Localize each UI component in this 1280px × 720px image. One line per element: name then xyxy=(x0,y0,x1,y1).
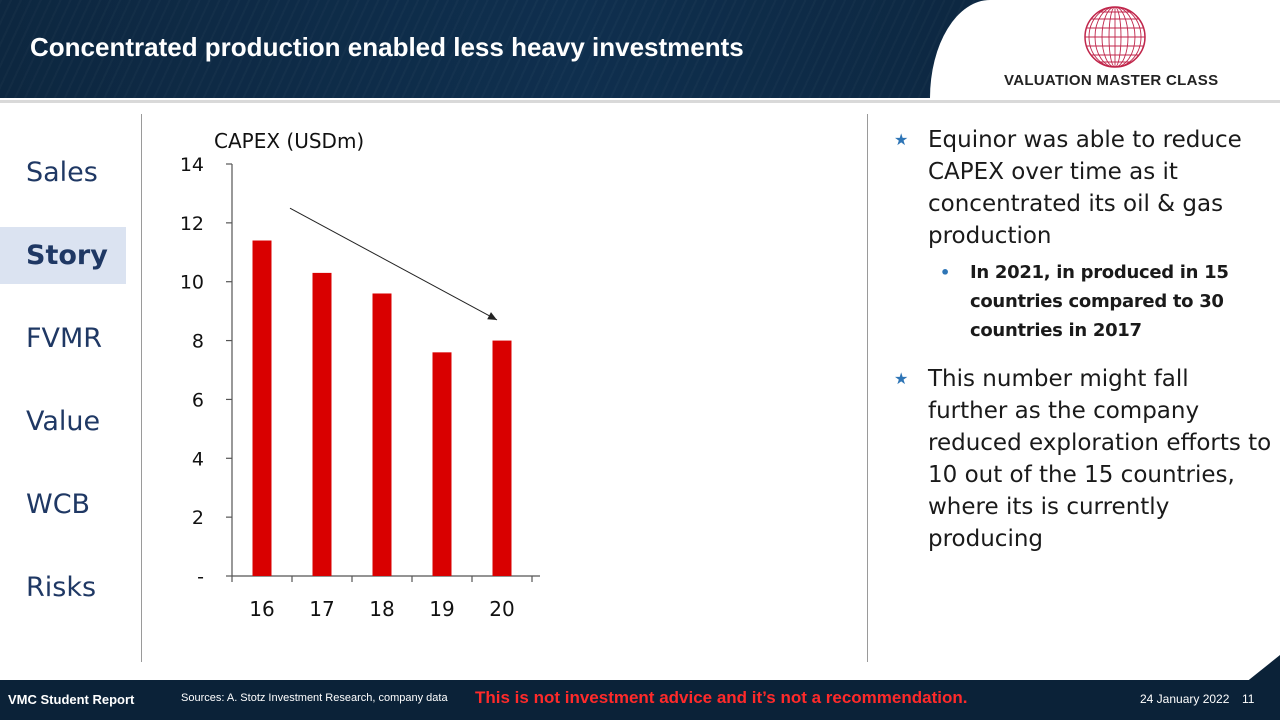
bullet-point-2-text: This number might fall further as the co… xyxy=(928,366,1272,552)
capex-bar-chart: CAPEX (USDm) - 2 4 6 8 10 12 14 16 17 18 19 20 xyxy=(180,129,540,621)
nav-item-fvmr[interactable]: FVMR xyxy=(26,323,103,354)
star-icon: ★ xyxy=(894,130,909,149)
y-tick-label: - xyxy=(197,566,204,588)
sub-bullet-1-text: In 2021, in produced in 15 countries com… xyxy=(970,262,1229,341)
y-tick-label: 10 xyxy=(180,272,204,294)
star-icon: ★ xyxy=(894,369,909,388)
globe-logo-icon xyxy=(1084,6,1146,68)
sub-bullet-1: • In 2021, in produced in 15 countries c… xyxy=(940,258,1275,345)
bar xyxy=(492,340,512,576)
dot-icon: • xyxy=(940,263,950,282)
header-divider xyxy=(0,100,1280,103)
chart-title: CAPEX (USDm) xyxy=(214,129,364,153)
x-tick-label: 19 xyxy=(429,597,454,621)
bar xyxy=(252,240,272,576)
content-divider xyxy=(867,114,868,662)
logo-text: VALUATION MASTER CLASS xyxy=(1004,72,1219,89)
report-label: VMC Student Report xyxy=(8,692,135,707)
footer-bar xyxy=(0,680,1280,720)
y-tick-label: 8 xyxy=(192,331,204,353)
x-tick-label: 20 xyxy=(489,597,514,621)
trend-arrow xyxy=(289,207,498,321)
nav-item-value[interactable]: Value xyxy=(26,406,101,437)
bar xyxy=(372,293,392,576)
x-tick-label: 17 xyxy=(309,597,334,621)
bar xyxy=(432,352,452,576)
sources-note: Sources: A. Stotz Investment Research, c… xyxy=(181,692,448,704)
report-date: 24 January 2022 xyxy=(1140,692,1230,706)
bullet-point-1: ★ Equinor was able to reduce CAPEX over … xyxy=(890,124,1275,252)
commentary: ★ Equinor was able to reduce CAPEX over … xyxy=(890,124,1275,555)
nav-item-wcb[interactable]: WCB xyxy=(26,489,91,520)
y-tick-label: 2 xyxy=(192,507,204,529)
arrow-head-icon xyxy=(487,312,497,320)
page-title: Concentrated production enabled less hea… xyxy=(30,32,744,62)
y-tick-label: 12 xyxy=(180,213,204,235)
nav-item-story[interactable]: Story xyxy=(0,227,126,284)
bar-series xyxy=(252,240,512,576)
y-axis: - 2 4 6 8 10 12 14 xyxy=(180,154,233,588)
bullet-point-2: ★ This number might fall further as the … xyxy=(890,363,1275,555)
nav-divider xyxy=(141,114,142,662)
trend-line xyxy=(289,207,498,321)
x-tick-label: 18 xyxy=(369,597,394,621)
y-tick-label: 6 xyxy=(192,389,204,411)
y-tick-label: 4 xyxy=(192,448,204,470)
bar xyxy=(312,272,332,576)
disclaimer: This is not investment advice and it’s n… xyxy=(475,688,968,707)
x-axis: 16 17 18 19 20 xyxy=(231,575,540,621)
x-tick-label: 16 xyxy=(249,597,274,621)
y-tick-label: 14 xyxy=(180,154,204,176)
page-number: 11 xyxy=(1242,692,1255,706)
nav-item-sales[interactable]: Sales xyxy=(26,157,98,188)
nav-item-risks[interactable]: Risks xyxy=(26,572,97,603)
bullet-point-1-text: Equinor was able to reduce CAPEX over ti… xyxy=(928,127,1242,249)
